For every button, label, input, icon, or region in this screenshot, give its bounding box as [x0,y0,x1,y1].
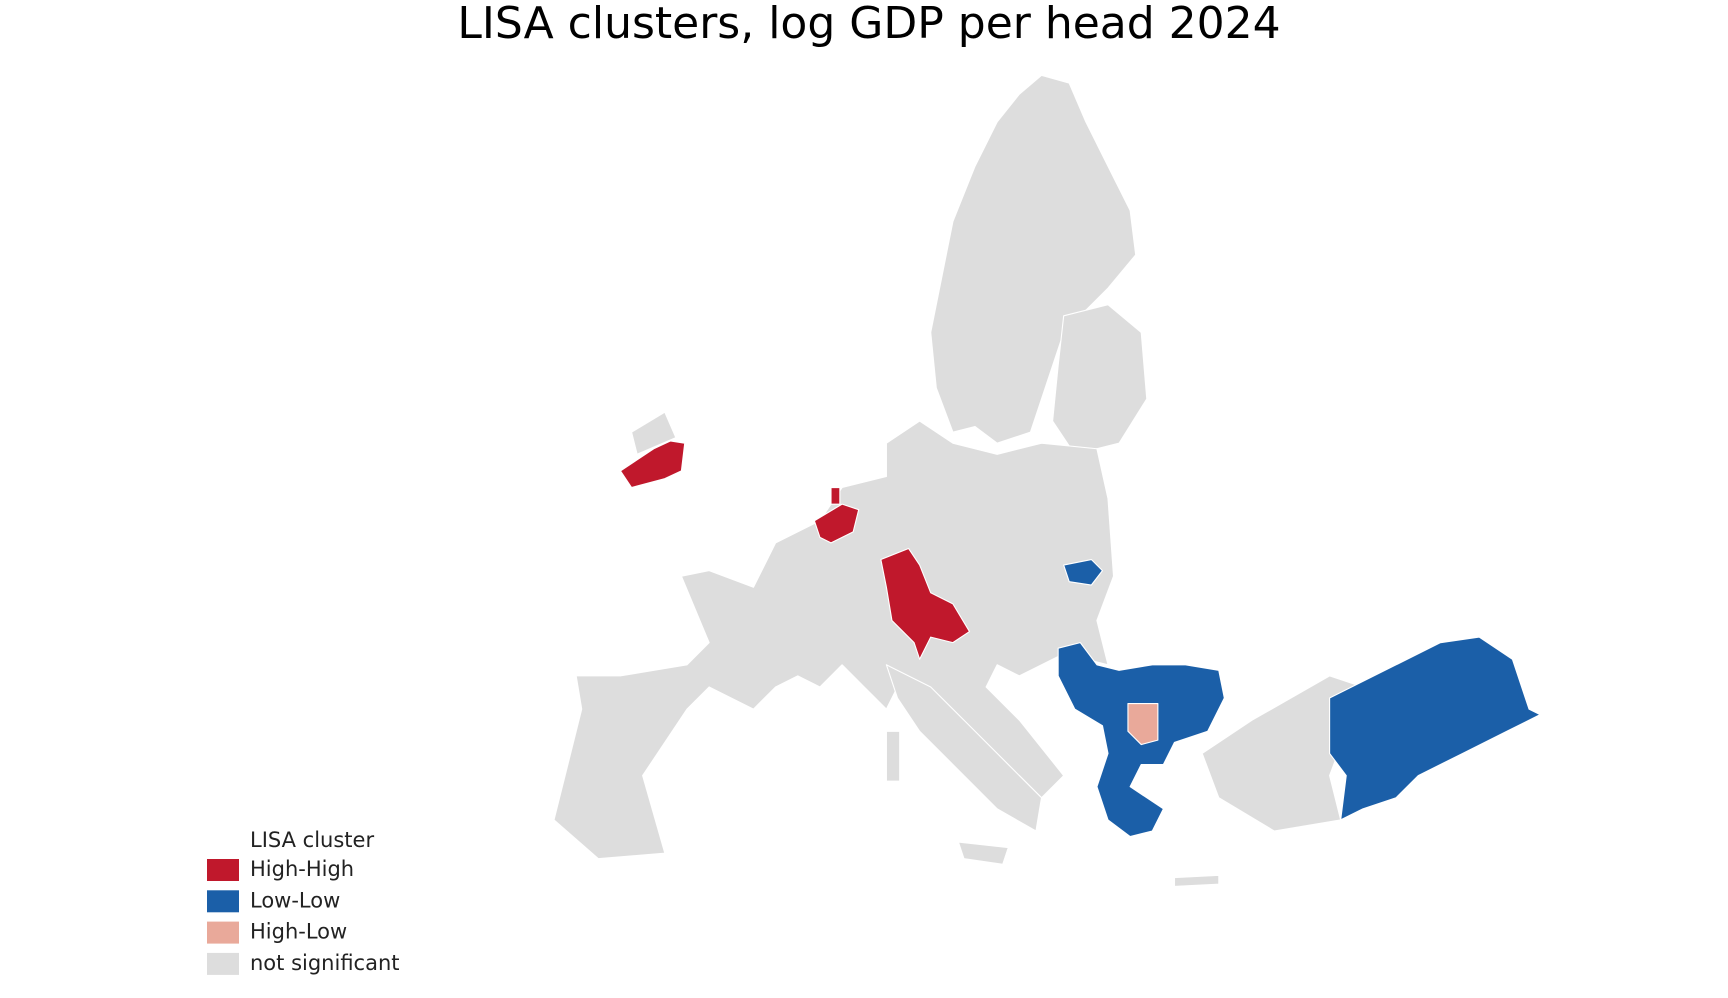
region-finland-baltics [1052,304,1148,455]
legend-swatch [207,859,239,881]
region-western-turkey [1201,675,1364,832]
region-sicily [957,841,1009,865]
legend-swatch [207,952,239,975]
region-south-germany [880,547,971,660]
region-romania-ne [1063,558,1104,586]
region-italy [885,664,1043,832]
legend-label: High-High [250,857,354,881]
region-benelux [813,503,860,544]
map-title: LISA clusters, log GDP per head 2024 [457,0,1280,49]
legend-title: LISA cluster [250,828,374,852]
legend: LISA cluster High-High Low-Low High-Low not… [207,828,400,975]
region-northern-ireland [631,411,677,455]
region-sardinia [885,730,901,782]
region-high-low [1127,703,1159,746]
region-eastern-turkey [1329,636,1541,821]
legend-label: not significant [250,951,400,975]
region-ireland [619,440,686,489]
region-benelux-north [830,486,841,505]
region-crete [1173,874,1220,887]
legend-label: High-Low [250,920,347,944]
map [553,74,1541,887]
region-scandinavia [930,74,1137,444]
legend-label: Low-Low [250,888,340,912]
legend-swatch [207,890,239,913]
legend-swatch [207,921,239,944]
